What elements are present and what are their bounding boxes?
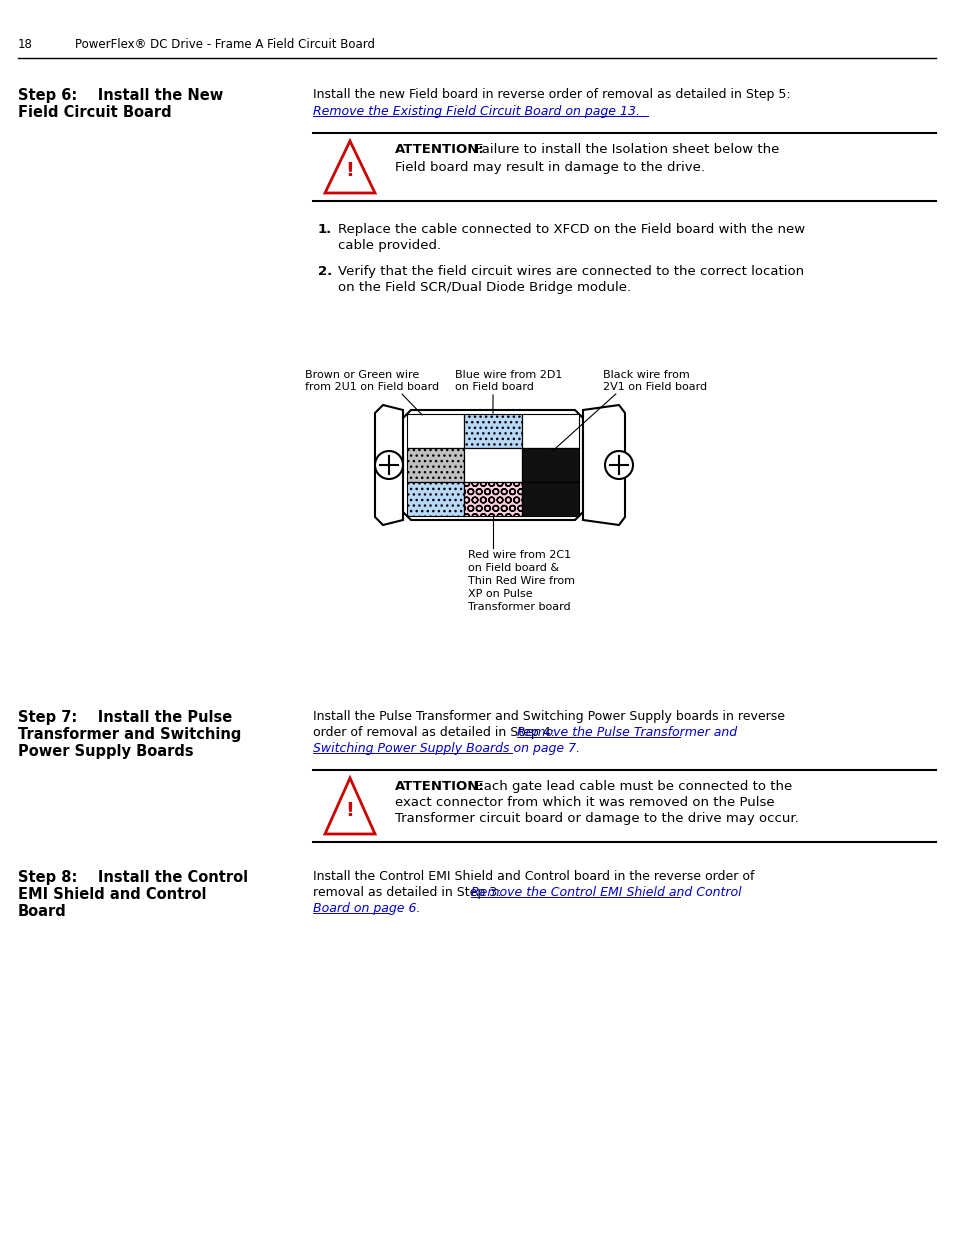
- Text: Transformer and Switching: Transformer and Switching: [18, 727, 241, 742]
- Text: Black wire from: Black wire from: [602, 370, 689, 380]
- Text: Blue wire from 2D1: Blue wire from 2D1: [455, 370, 561, 380]
- Bar: [521, 448, 578, 482]
- Text: !: !: [345, 800, 355, 820]
- Text: Board on page 6.: Board on page 6.: [313, 902, 420, 915]
- Text: Thin Red Wire from: Thin Red Wire from: [468, 576, 575, 585]
- Text: Step 7:    Install the Pulse: Step 7: Install the Pulse: [18, 710, 232, 725]
- Text: on the Field SCR/Dual Diode Bridge module.: on the Field SCR/Dual Diode Bridge modul…: [337, 282, 631, 294]
- Text: Red wire from 2C1: Red wire from 2C1: [468, 550, 571, 559]
- Text: cable provided.: cable provided.: [337, 240, 440, 252]
- Text: Install the Control EMI Shield and Control board in the reverse order of: Install the Control EMI Shield and Contr…: [313, 869, 754, 883]
- Polygon shape: [325, 778, 375, 834]
- Polygon shape: [582, 405, 624, 525]
- Text: Step 8:    Install the Control: Step 8: Install the Control: [18, 869, 248, 885]
- Bar: [407, 448, 464, 482]
- Bar: [407, 414, 464, 448]
- Text: 2.: 2.: [317, 266, 332, 278]
- Text: Remove the Control EMI Shield and Control: Remove the Control EMI Shield and Contro…: [471, 885, 740, 899]
- Text: exact connector from which it was removed on the Pulse: exact connector from which it was remove…: [395, 797, 774, 809]
- Text: on Field board &: on Field board &: [468, 563, 558, 573]
- Text: Board: Board: [18, 904, 67, 919]
- Text: Failure to install the Isolation sheet below the: Failure to install the Isolation sheet b…: [467, 143, 779, 156]
- Text: Install the Pulse Transformer and Switching Power Supply boards in reverse: Install the Pulse Transformer and Switch…: [313, 710, 784, 722]
- Bar: [464, 448, 521, 482]
- Text: XP on Pulse: XP on Pulse: [468, 589, 532, 599]
- Bar: [464, 414, 521, 448]
- Polygon shape: [325, 141, 375, 193]
- Text: Each gate lead cable must be connected to the: Each gate lead cable must be connected t…: [467, 781, 791, 793]
- Text: Replace the cable connected to XFCD on the Field board with the new: Replace the cable connected to XFCD on t…: [337, 224, 804, 236]
- Circle shape: [375, 451, 402, 479]
- Text: Transformer board: Transformer board: [468, 601, 570, 613]
- Text: Step 6:    Install the New: Step 6: Install the New: [18, 88, 223, 103]
- Bar: [464, 482, 521, 516]
- Text: Transformer circuit board or damage to the drive may occur.: Transformer circuit board or damage to t…: [395, 811, 798, 825]
- Text: Field board may result in damage to the drive.: Field board may result in damage to the …: [395, 161, 704, 174]
- Text: PowerFlex® DC Drive - Frame A Field Circuit Board: PowerFlex® DC Drive - Frame A Field Circ…: [75, 38, 375, 52]
- Text: Brown or Green wire: Brown or Green wire: [305, 370, 418, 380]
- Text: 2V1 on Field board: 2V1 on Field board: [602, 382, 706, 391]
- Text: EMI Shield and Control: EMI Shield and Control: [18, 887, 206, 902]
- Text: order of removal as detailed in Step 4:: order of removal as detailed in Step 4:: [313, 726, 558, 739]
- Text: !: !: [345, 162, 355, 180]
- Text: ATTENTION:: ATTENTION:: [395, 781, 484, 793]
- Text: Verify that the field circuit wires are connected to the correct location: Verify that the field circuit wires are …: [337, 266, 803, 278]
- Polygon shape: [402, 410, 582, 520]
- Bar: [521, 414, 578, 448]
- Text: ATTENTION:: ATTENTION:: [395, 143, 484, 156]
- Text: on Field board: on Field board: [455, 382, 534, 391]
- Text: Install the new Field board in reverse order of removal as detailed in Step 5:: Install the new Field board in reverse o…: [313, 88, 790, 101]
- Text: Power Supply Boards: Power Supply Boards: [18, 743, 193, 760]
- Text: from 2U1 on Field board: from 2U1 on Field board: [305, 382, 438, 391]
- Polygon shape: [375, 405, 402, 525]
- Bar: [521, 482, 578, 516]
- Text: Remove the Existing Field Circuit Board on page 13.: Remove the Existing Field Circuit Board …: [313, 105, 639, 119]
- Text: Remove the Pulse Transformer and: Remove the Pulse Transformer and: [517, 726, 737, 739]
- Text: Field Circuit Board: Field Circuit Board: [18, 105, 172, 120]
- Text: 1.: 1.: [317, 224, 332, 236]
- Text: Switching Power Supply Boards on page 7.: Switching Power Supply Boards on page 7.: [313, 742, 579, 755]
- Bar: [407, 482, 464, 516]
- Text: 18: 18: [18, 38, 32, 52]
- Circle shape: [604, 451, 633, 479]
- Text: removal as detailed in Step 3:: removal as detailed in Step 3:: [313, 885, 505, 899]
